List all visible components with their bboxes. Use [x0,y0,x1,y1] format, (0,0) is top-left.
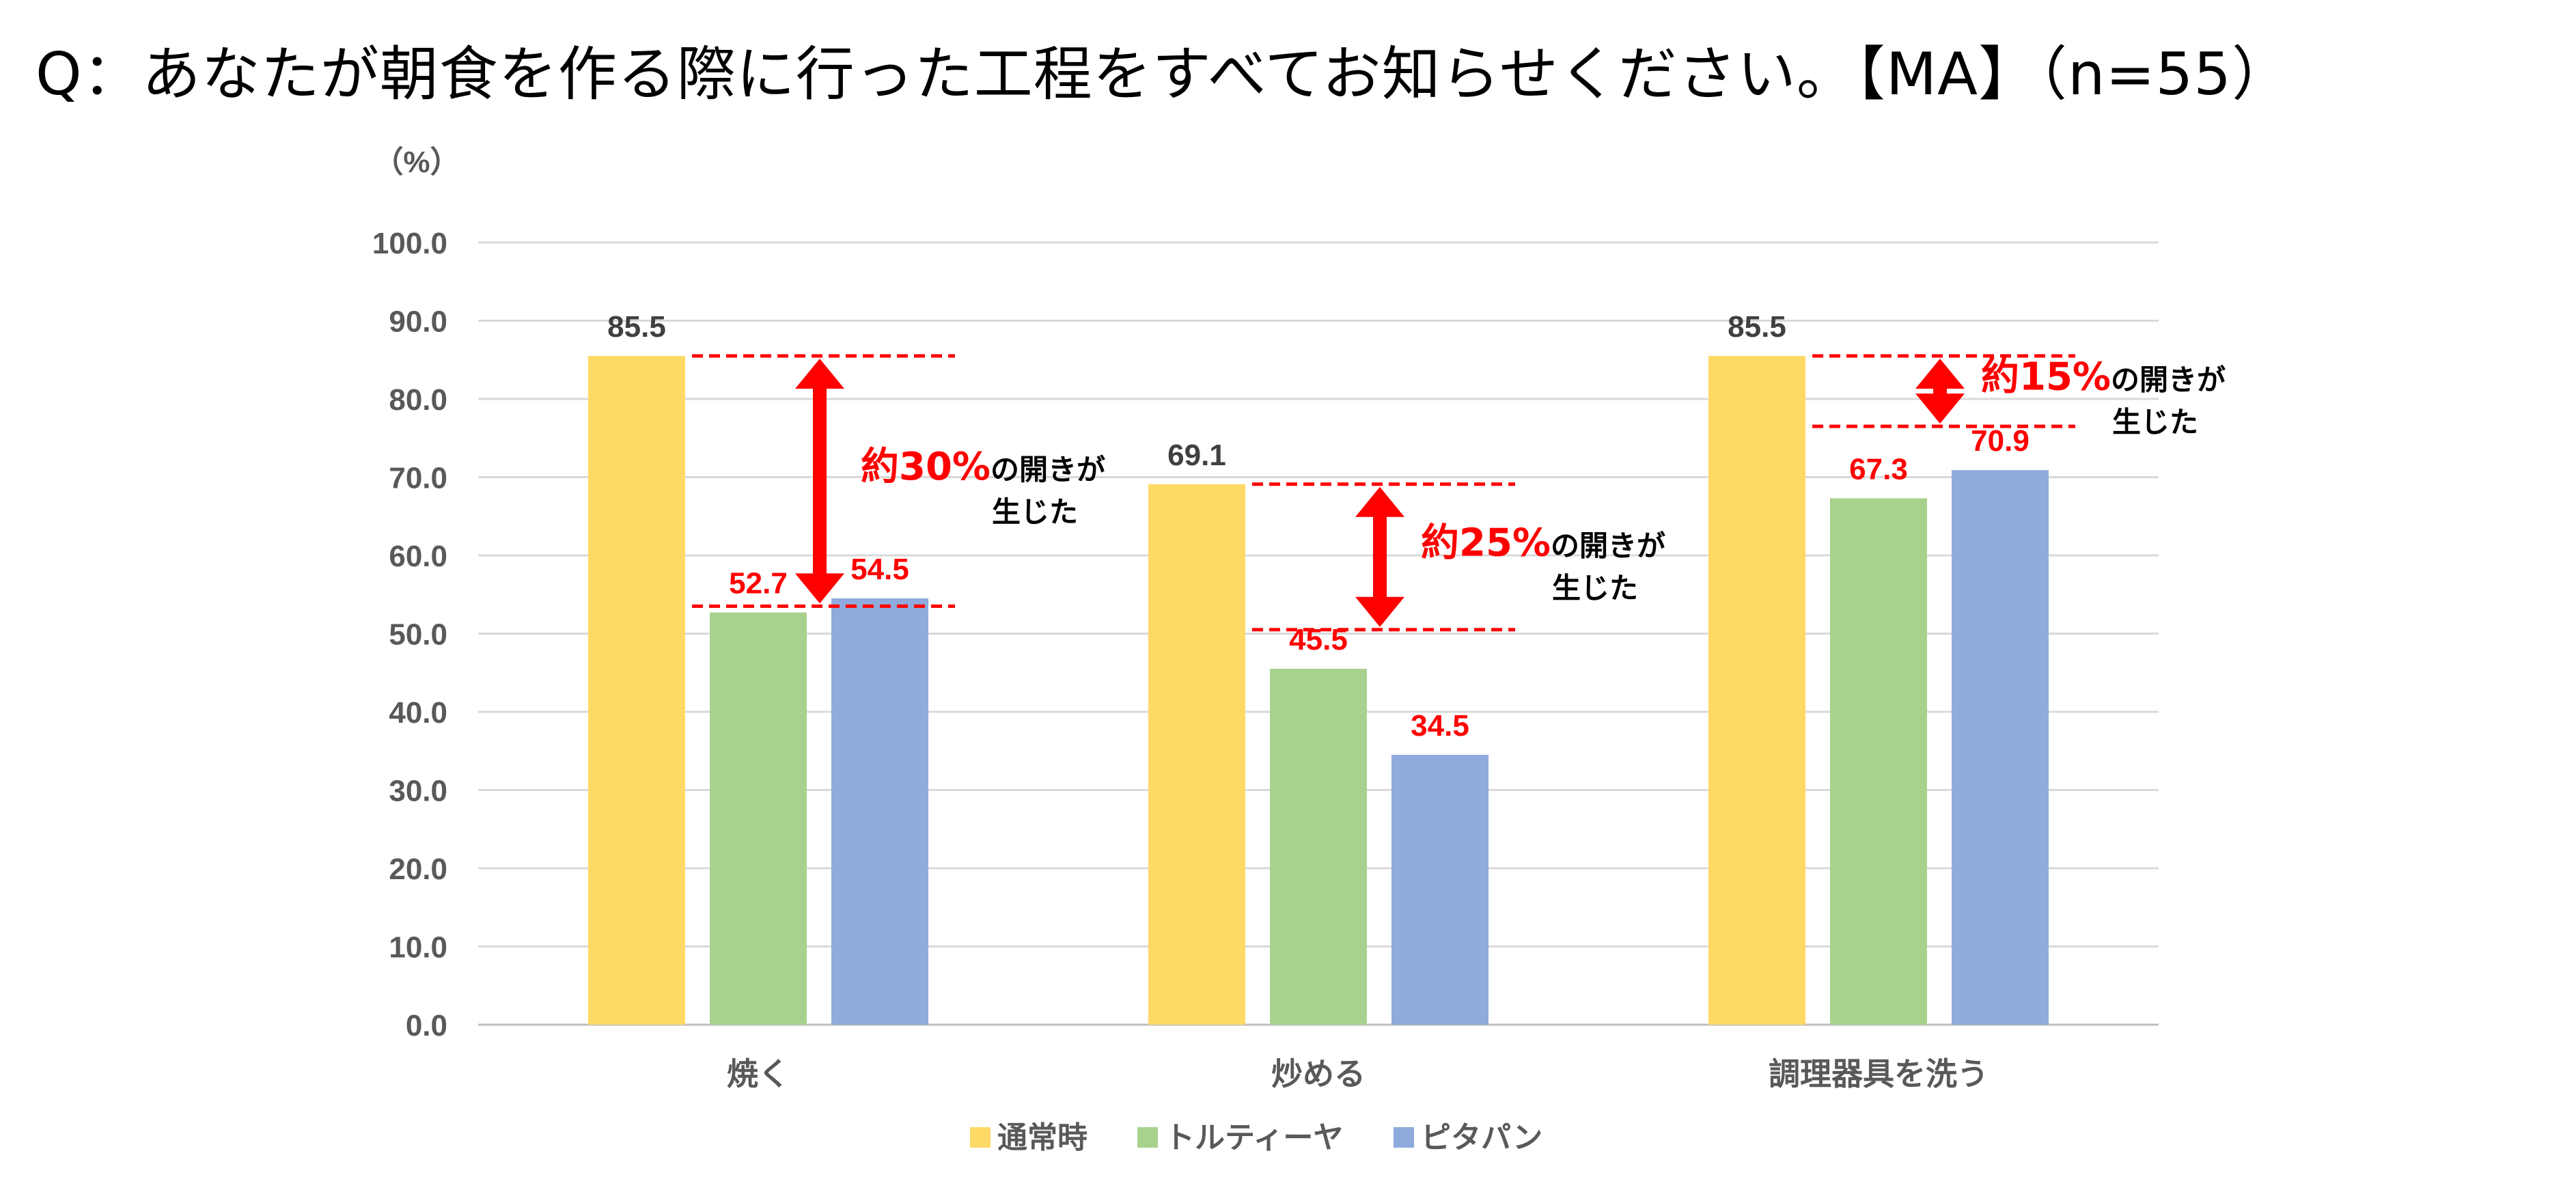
y-tick-label: 30.0 [389,775,447,808]
data-label: 52.7 [729,567,788,600]
gap-arrow-head-down [795,573,844,604]
gap-annotation-line2: 生じた [2112,406,2198,439]
bar [710,612,807,1025]
gap-arrow-head-down [1355,596,1404,627]
bar [1830,498,1927,1025]
y-tick-label: 0.0 [406,1009,447,1042]
legend: 通常時 トルティーヤ ピタパン [970,1120,1542,1155]
bar [1952,470,2049,1025]
gap-annotation-line2: 生じた [1552,571,1638,605]
data-label: 69.1 [1167,439,1226,472]
gap-arrow-head-down [1915,393,1965,424]
y-tick-label: 60.0 [389,540,447,573]
gap-annotation-text: 約30%の開きが [861,445,1105,489]
data-label: 67.3 [1849,452,1908,486]
x-category-label: 炒める [1271,1055,1366,1092]
y-tick-label: 50.0 [389,618,447,652]
legend-swatch [1394,1127,1414,1148]
bar [1708,356,1805,1025]
y-tick-label: 70.0 [389,462,447,495]
gap-annotation-text: 約25%の開きが [1421,521,1665,565]
legend-label: ピタパン [1421,1120,1542,1155]
gap-suffix: の開きが [1551,529,1665,562]
gap-annotation-text: 約15%の開きが [1981,355,2226,400]
y-tick-label: 20.0 [389,853,447,886]
bar [588,356,685,1025]
gap-annotation-line2: 生じた [992,495,1078,529]
y-tick-label: 80.0 [389,383,447,417]
bar [1270,669,1367,1025]
data-label: 70.9 [1971,424,2030,458]
y-tick-label: 40.0 [389,696,447,730]
bar [1148,484,1245,1025]
data-labels: 85.569.185.552.745.567.354.534.570.9 [607,310,2030,743]
y-tick-label: 100.0 [372,227,447,260]
y-tick-label: 90.0 [389,305,447,339]
gap-arrow-head-up [795,359,844,389]
gap-arrow-head-up [1355,486,1404,517]
legend-label: 通常時 [997,1120,1088,1155]
gap-value: 約25% [1421,521,1551,565]
bar [1391,754,1488,1025]
gap-suffix: の開きが [991,453,1105,486]
y-axis-unit-label: （%） [373,146,460,179]
gap-value: 約15% [1981,355,2111,400]
gap-suffix: の開きが [2111,363,2226,397]
data-label: 34.5 [1411,709,1469,743]
legend-label: トルティーヤ [1165,1120,1343,1155]
question-title: Q：あなたが朝食を作る際に行った工程をすべてお知らせください。【MA】（n=55… [36,40,2291,109]
data-label: 54.5 [850,553,909,586]
legend-swatch [970,1127,991,1148]
legend-swatch [1137,1127,1158,1148]
x-category-label: 焼く [727,1055,790,1092]
x-category-label: 調理器具を洗う [1769,1055,1989,1092]
x-axis-categories: 焼く 炒める 調理器具を洗う [727,1055,1989,1092]
gap-arrow-head-up [1915,359,1965,389]
bars [588,356,2049,1025]
data-label: 85.5 [1728,310,1786,344]
y-axis-ticks: 0.0 10.0 20.0 30.0 40.0 50.0 60.0 70.0 80.0 90.0 1… [372,227,447,1042]
data-label: 85.5 [607,310,666,344]
y-tick-label: 10.0 [389,931,447,965]
gap-value: 約30% [861,445,991,489]
bar [831,598,928,1025]
